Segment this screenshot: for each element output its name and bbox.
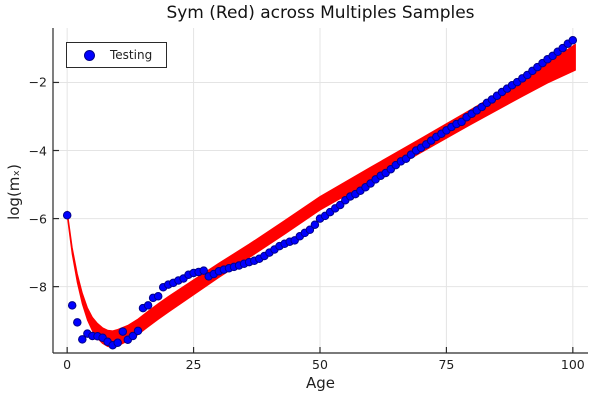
- data-point: [143, 301, 153, 310]
- chart-title: Sym (Red) across Multiples Samples: [166, 3, 475, 23]
- data-point: [73, 318, 82, 327]
- data-point: [305, 225, 315, 235]
- x-tick-label: 50: [312, 357, 328, 372]
- data-point: [128, 331, 138, 341]
- legend-marker-icon: [84, 49, 95, 61]
- data-point: [335, 200, 345, 210]
- y-axis-label: log(mₓ): [5, 164, 23, 220]
- red-sample-band: [66, 43, 576, 348]
- x-tick-label: 25: [185, 357, 202, 372]
- x-tick-label: 0: [63, 357, 72, 372]
- y-tick-label: −4: [28, 143, 47, 158]
- data-point: [78, 335, 87, 344]
- x-tick-label: 100: [560, 357, 585, 372]
- x-axis-label: Age: [305, 374, 335, 392]
- y-tick-label: −8: [28, 279, 47, 295]
- data-point: [118, 327, 128, 336]
- data-point: [113, 338, 122, 348]
- y-tick-label: −2: [28, 74, 47, 90]
- x-tick-label: 75: [438, 357, 455, 372]
- legend-label: Testing: [110, 48, 153, 62]
- y-tick-label: −6: [28, 211, 47, 227]
- legend-box: Testing: [66, 42, 167, 68]
- data-point: [199, 266, 208, 275]
- data-point: [568, 36, 578, 45]
- data-point: [62, 210, 72, 220]
- data-point: [133, 326, 143, 336]
- data-point: [153, 291, 163, 301]
- data-point: [310, 220, 320, 229]
- data-point: [67, 301, 77, 310]
